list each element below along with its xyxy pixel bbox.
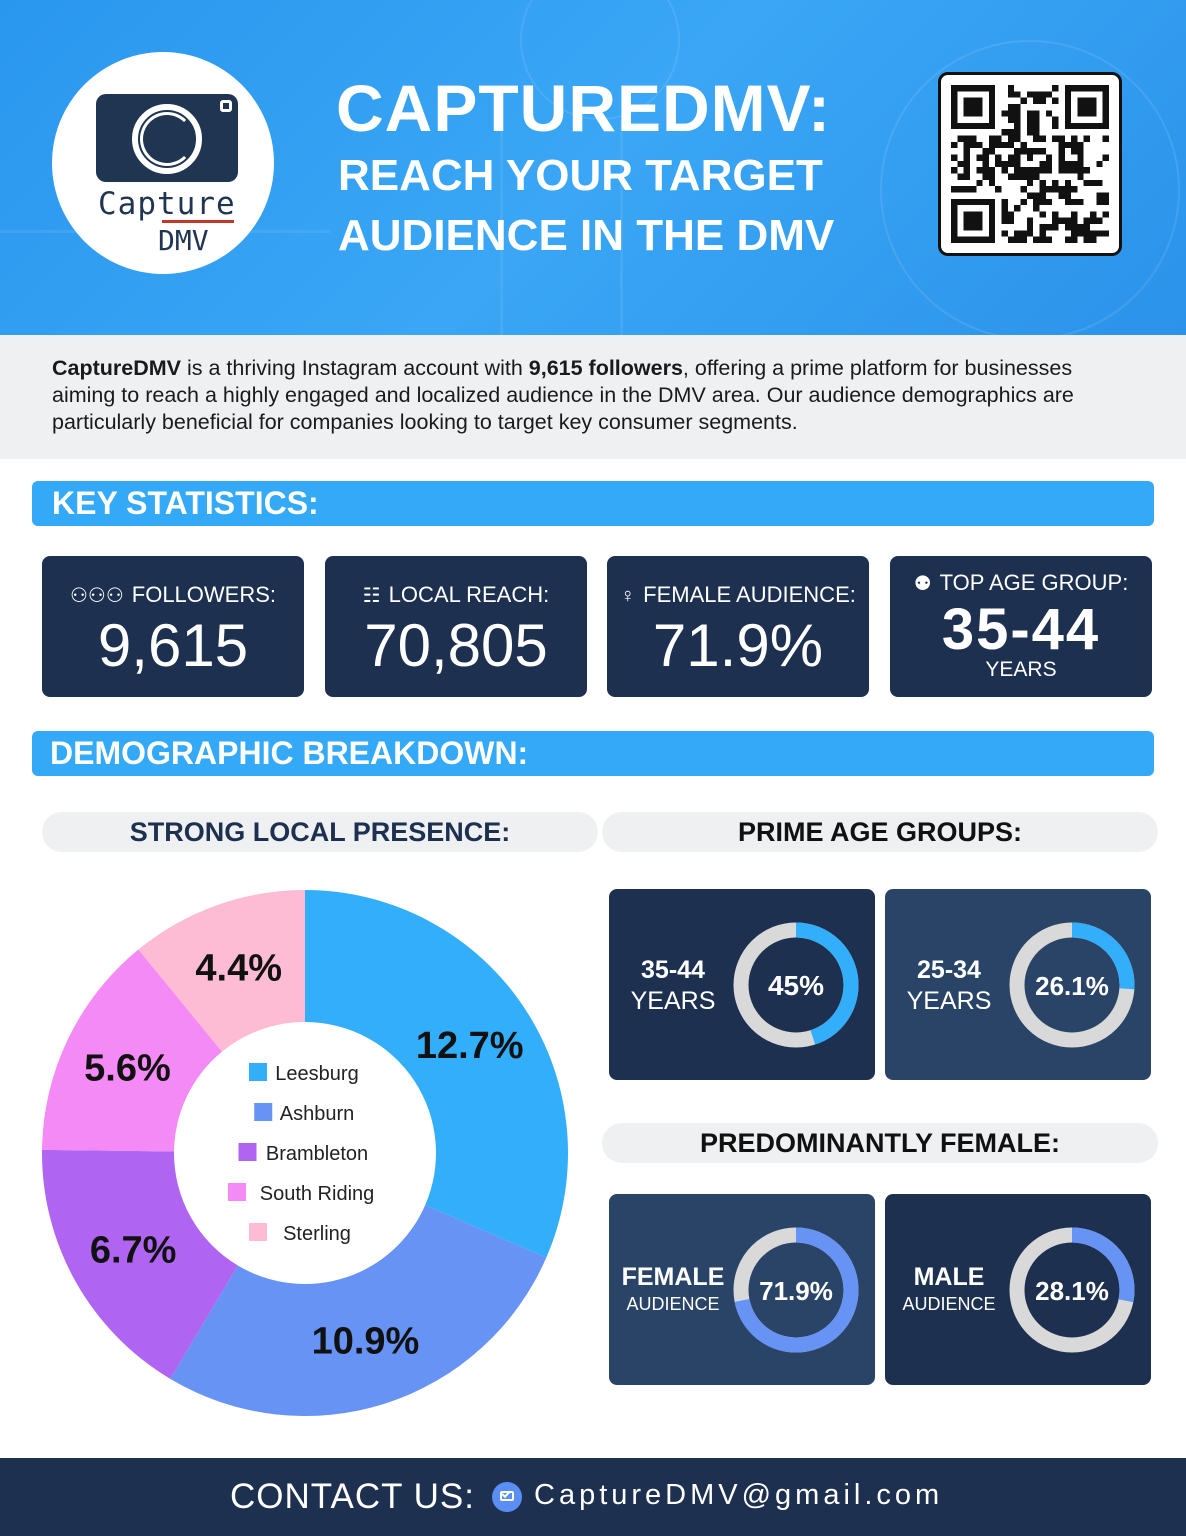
donut-slice-label: 5.6% (84, 1048, 171, 1090)
gender-card-male: MALE AUDIENCE 28.1% (885, 1194, 1151, 1385)
logo-text-dmv: DMV (158, 224, 209, 257)
donut-slice-brambleton (42, 1149, 238, 1379)
legend-label: South Riding (260, 1183, 375, 1205)
age-group-icon: ⚉ (913, 573, 932, 595)
location-donut-chart: 12.7% 10.9% 6.7% 5.6% 4.4% Leesburg Ashburn Bra… (42, 890, 568, 1416)
gender-ring-chart: 71.9% (733, 1227, 859, 1353)
contact-email-link[interactable]: CaptureDMV@gmail.com (534, 1479, 944, 1511)
capture-dmv-logo: Capture DMV (52, 52, 274, 274)
stat-label: TOP AGE GROUP: (939, 570, 1129, 595)
gender-card-title: FEMALE (621, 1263, 725, 1291)
intro-followers: 9,615 followers (528, 356, 683, 380)
donut-slice-label: 4.4% (195, 947, 282, 989)
female-heading: PREDOMINANTLY FEMALE: (602, 1123, 1158, 1163)
ring-value: 71.9% (759, 1276, 833, 1306)
stat-value: 9,615 (97, 612, 249, 679)
legend-label: Ashburn (280, 1103, 355, 1125)
contact-label: CONTACT US: (230, 1477, 475, 1516)
gender-card-title: MALE (913, 1263, 985, 1291)
logo-text-capture: Capture (98, 186, 236, 222)
stat-card-top-age-group: ⚉ TOP AGE GROUP: 35-44 YEARS (890, 556, 1152, 697)
legend-swatch (249, 1223, 267, 1241)
intro-brand: CaptureDMV (52, 356, 182, 380)
woman-icon: ♀ (620, 585, 636, 607)
intro-text-a: is a thriving Instagram account with (181, 356, 529, 380)
legend-swatch (254, 1103, 273, 1121)
ring-value: 26.1% (1035, 971, 1109, 1001)
stat-card-female-audience: ♀ FEMALE AUDIENCE: 71.9% (607, 556, 869, 697)
legend-item: Ashburn (254, 1103, 354, 1125)
stat-sub: YEARS (985, 658, 1057, 681)
intro-section: CaptureDMV is a thriving Instagram accou… (0, 335, 1186, 459)
demographic-breakdown-heading: DEMOGRAPHIC BREAKDOWN: (32, 731, 1154, 776)
ring-progress (733, 1227, 859, 1353)
gender-card-female: FEMALE AUDIENCE 71.9% (609, 1194, 875, 1385)
age-card-unit: YEARS (630, 987, 716, 1015)
legend-label: Leesburg (275, 1063, 358, 1085)
email-icon (492, 1482, 522, 1512)
decor-line (620, 120, 623, 335)
stat-value: 35-44 (941, 597, 1101, 662)
legend-item: Leesburg (249, 1063, 359, 1085)
gender-ring-chart: 28.1% (1009, 1227, 1135, 1353)
legend-item: Sterling (249, 1223, 351, 1245)
footer: CONTACT US: CaptureDMV@gmail.com (0, 1458, 1186, 1536)
legend-item: Brambleton (238, 1143, 368, 1165)
donut-slice-south-riding (42, 949, 223, 1152)
qr-code-icon[interactable] (938, 72, 1122, 256)
logo-underline (162, 220, 234, 223)
stat-label: LOCAL REACH: (388, 582, 550, 607)
local-presence-heading: STRONG LOCAL PRESENCE: (42, 812, 598, 852)
age-card-range: 35-44 (641, 956, 705, 984)
decor-circle (880, 40, 1180, 335)
donut-slice-label: 10.9% (312, 1321, 420, 1363)
age-ring-chart: 26.1% (1009, 922, 1135, 1048)
intro-paragraph: CaptureDMV is a thriving Instagram accou… (52, 355, 1134, 436)
age-card-range: 25-34 (917, 956, 981, 984)
legend-swatch (238, 1143, 257, 1161)
donut-slice-leesburg (305, 890, 568, 1258)
legend-item: South Riding (228, 1183, 374, 1205)
legend-swatch (249, 1063, 267, 1081)
camera-icon (96, 94, 238, 182)
donut-slice-label: 12.7% (416, 1025, 524, 1067)
ring-progress (1009, 922, 1135, 1048)
ring-value: 45% (768, 970, 824, 1001)
ring-progress (1009, 1227, 1135, 1353)
intro-text-b: , offering a prime platform for business… (52, 356, 1074, 434)
ring-progress (733, 922, 859, 1048)
donut-slice-sterling (138, 890, 305, 1052)
age-card-unit: YEARS (906, 987, 992, 1015)
page-title: CAPTUREDMV: (336, 71, 832, 145)
page-subtitle: REACH YOUR TARGET AUDIENCE IN THE DMV (338, 151, 835, 260)
gender-card-sub: AUDIENCE (626, 1294, 720, 1314)
stat-label: FOLLOWERS: (131, 582, 277, 607)
stat-value: 71.9% (652, 612, 824, 679)
key-statistics-heading: KEY STATISTICS: (32, 481, 1154, 526)
legend-label: Brambleton (266, 1143, 368, 1165)
donut-slice-label: 6.7% (90, 1229, 177, 1271)
stat-card-followers: ⚇⚇⚇ FOLLOWERS: 9,615 (42, 556, 304, 697)
donut-slice-ashburn (170, 1205, 547, 1416)
header-banner: Capture DMV CAPTUREDMV: REACH YOUR TARGE… (0, 0, 1186, 335)
decor-line (500, 120, 503, 335)
people-icon: ⚇⚇⚇ (69, 585, 124, 607)
network-icon: ☷ (362, 585, 381, 607)
stat-value: 70,805 (364, 612, 548, 679)
age-card-25-34: 25-34 YEARS 26.1% (885, 889, 1151, 1080)
legend-swatch (228, 1183, 246, 1201)
age-ring-chart: 45% (733, 922, 859, 1048)
age-card-35-44: 35-44 YEARS 45% (609, 889, 875, 1080)
gender-card-sub: AUDIENCE (902, 1294, 996, 1314)
legend-label: Sterling (283, 1223, 351, 1245)
age-groups-heading: PRIME AGE GROUPS: (602, 812, 1158, 852)
stat-card-local-reach: ☷ LOCAL REACH: 70,805 (325, 556, 587, 697)
stat-label: FEMALE AUDIENCE: (643, 582, 856, 607)
ring-value: 28.1% (1035, 1276, 1109, 1306)
